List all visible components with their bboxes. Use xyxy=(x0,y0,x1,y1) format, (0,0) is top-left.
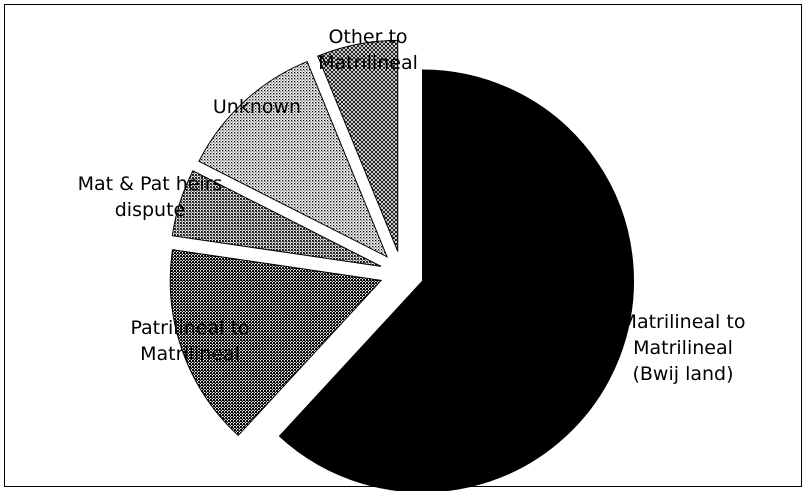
slice-label-line: Unknown xyxy=(213,96,301,118)
slice-label: Other to Matrilineal xyxy=(318,26,418,74)
pie-slice xyxy=(278,69,634,491)
slice-label-line: Matrilineal xyxy=(318,52,418,74)
slice-label: Patrilineal to Matrilineal xyxy=(130,317,249,365)
slice-label-line: (Bwij land) xyxy=(632,363,733,385)
slice-label: Mat & Pat heirs dispute xyxy=(78,173,223,221)
slice-label-line: Mat & Pat heirs xyxy=(78,173,223,195)
slice-label: Unknown xyxy=(213,96,301,118)
pie-slice xyxy=(169,249,383,437)
slice-label-line: dispute xyxy=(115,199,185,221)
slice-label-line: Patrilineal to xyxy=(130,317,249,339)
pie-slice xyxy=(171,170,382,267)
pie-slice xyxy=(198,60,389,258)
slice-label-line: Other to xyxy=(328,26,407,48)
slice-label-line: Matrilineal to xyxy=(621,311,746,333)
slice-label-line: Matrilineal xyxy=(633,337,733,359)
slice-label-line: Matrilineal xyxy=(140,343,240,365)
slice-label: Matrilineal to Matrilineal (Bwij land) xyxy=(621,311,746,385)
pie-slice xyxy=(317,39,399,252)
